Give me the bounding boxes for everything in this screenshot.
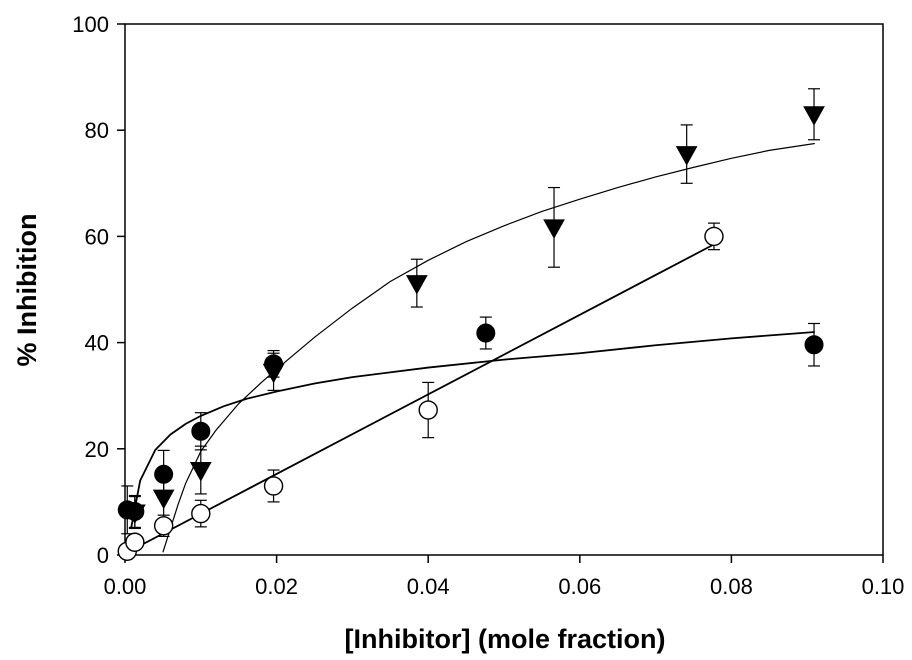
plot-border	[124, 23, 884, 556]
data-point-triangle	[152, 489, 175, 510]
y-tick-label: 40	[85, 331, 109, 356]
data-point-open-circle	[263, 476, 284, 496]
x-tick-label: 0.08	[710, 574, 753, 599]
x-axis-title: [Inhibitor] (mole fraction)	[345, 624, 666, 654]
data-point-open-circle	[125, 532, 145, 552]
x-tick-label: 0.04	[407, 574, 450, 599]
data-point-triangle	[189, 462, 212, 482]
x-tick-label: 0.02	[255, 574, 298, 599]
x-tick-label: 0.10	[862, 574, 905, 599]
data-point-open-circle	[418, 400, 438, 420]
data-point-triangle	[124, 504, 146, 525]
data-point-filled-circle	[191, 421, 211, 441]
y-tick-label: 60	[85, 224, 109, 249]
axis-ticks: 0.00 0.02 0.04 0.06 0.08 0.10 0 20 40 60 80 100	[72, 12, 904, 599]
fit-curves	[126, 142, 815, 554]
data-point-triangle	[803, 106, 825, 126]
data-point-filled-circle	[476, 323, 496, 343]
plot-frame	[124, 23, 884, 556]
error-bars	[121, 88, 821, 538]
x-tick-label: 0.00	[104, 574, 147, 599]
data-point-triangle	[405, 275, 428, 295]
fit-curve-series-1	[130, 331, 815, 529]
fit-curve-series-2	[126, 243, 715, 554]
data-point-filled-circle	[804, 335, 824, 355]
y-tick-label: 100	[72, 12, 109, 37]
data-point-triangle	[543, 219, 565, 239]
y-tick-label: 80	[85, 118, 109, 143]
data-point-filled-circle	[154, 464, 174, 484]
y-tick-label: 0	[97, 543, 109, 568]
x-tick-label: 0.06	[558, 574, 601, 599]
y-axis-title: % Inhibition	[12, 214, 42, 367]
data-point-open-circle	[704, 226, 724, 247]
data-point-triangle	[262, 363, 285, 384]
data-markers	[117, 106, 825, 561]
data-point-triangle	[675, 146, 698, 166]
y-tick-label: 20	[85, 437, 109, 462]
data-point-open-circle	[153, 516, 174, 536]
fit-curve-series-3	[162, 142, 815, 553]
data-point-open-circle	[191, 503, 211, 524]
